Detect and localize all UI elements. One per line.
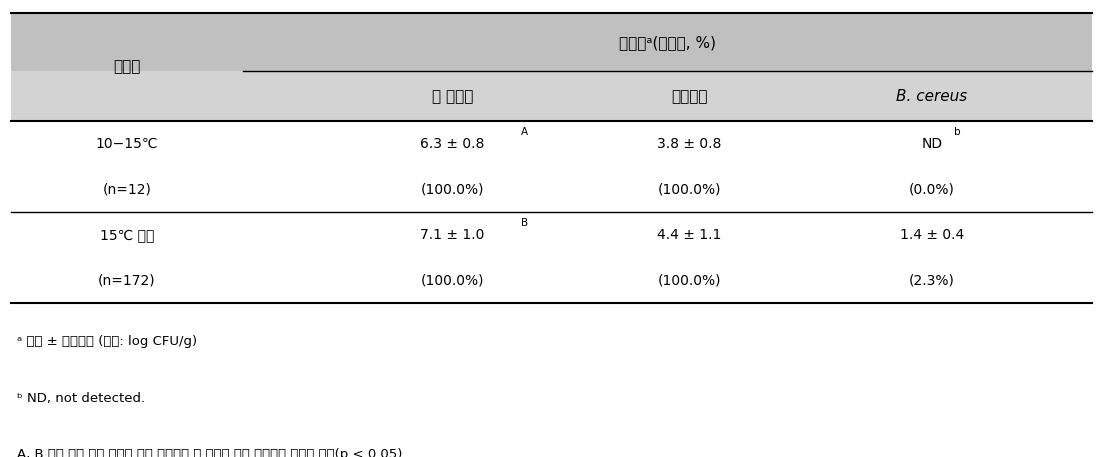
Text: ᵃ 평균 ± 표준편차 (단위: log CFU/g): ᵃ 평균 ± 표준편차 (단위: log CFU/g) xyxy=(17,335,196,349)
Text: 7.1 ± 1.0: 7.1 ± 1.0 xyxy=(420,228,484,242)
Text: (100.0%): (100.0%) xyxy=(657,182,721,197)
Text: A: A xyxy=(521,127,527,137)
Text: 오염도ᵃ(검출률, %): 오염도ᵃ(검출률, %) xyxy=(619,35,716,50)
Text: 1.4 ± 0.4: 1.4 ± 0.4 xyxy=(900,228,964,242)
Text: 15℃ 이상: 15℃ 이상 xyxy=(99,228,154,242)
Text: (100.0%): (100.0%) xyxy=(420,273,484,287)
Text: (100.0%): (100.0%) xyxy=(657,273,721,287)
Text: (n=172): (n=172) xyxy=(98,273,156,287)
Text: (n=12): (n=12) xyxy=(103,182,151,197)
Text: (2.3%): (2.3%) xyxy=(909,273,955,287)
Text: B. cereus: B. cereus xyxy=(897,89,967,104)
Text: 4.4 ± 1.1: 4.4 ± 1.1 xyxy=(657,228,721,242)
Text: 3.8 ± 0.8: 3.8 ± 0.8 xyxy=(657,137,721,151)
Text: B: B xyxy=(521,218,527,228)
Text: 대장균균: 대장균균 xyxy=(671,89,708,104)
Text: 중분류: 중분류 xyxy=(114,59,140,74)
Text: 6.3 ± 0.8: 6.3 ± 0.8 xyxy=(420,137,484,151)
Text: 10−15℃: 10−15℃ xyxy=(96,137,158,151)
Text: ᵇ ND, not detected.: ᵇ ND, not detected. xyxy=(17,392,144,405)
Text: A, B 여름 유통 시료 온도에 따른 절임배추 내 미생물 수에 유의적인 차이가 있음(p < 0.05): A, B 여름 유통 시료 온도에 따른 절임배추 내 미생물 수에 유의적인 … xyxy=(17,448,401,457)
Text: (100.0%): (100.0%) xyxy=(420,182,484,197)
Text: b: b xyxy=(954,127,961,137)
Text: (0.0%): (0.0%) xyxy=(909,182,955,197)
Text: 총 세균수: 총 세균수 xyxy=(431,89,473,104)
Text: ND: ND xyxy=(921,137,943,151)
